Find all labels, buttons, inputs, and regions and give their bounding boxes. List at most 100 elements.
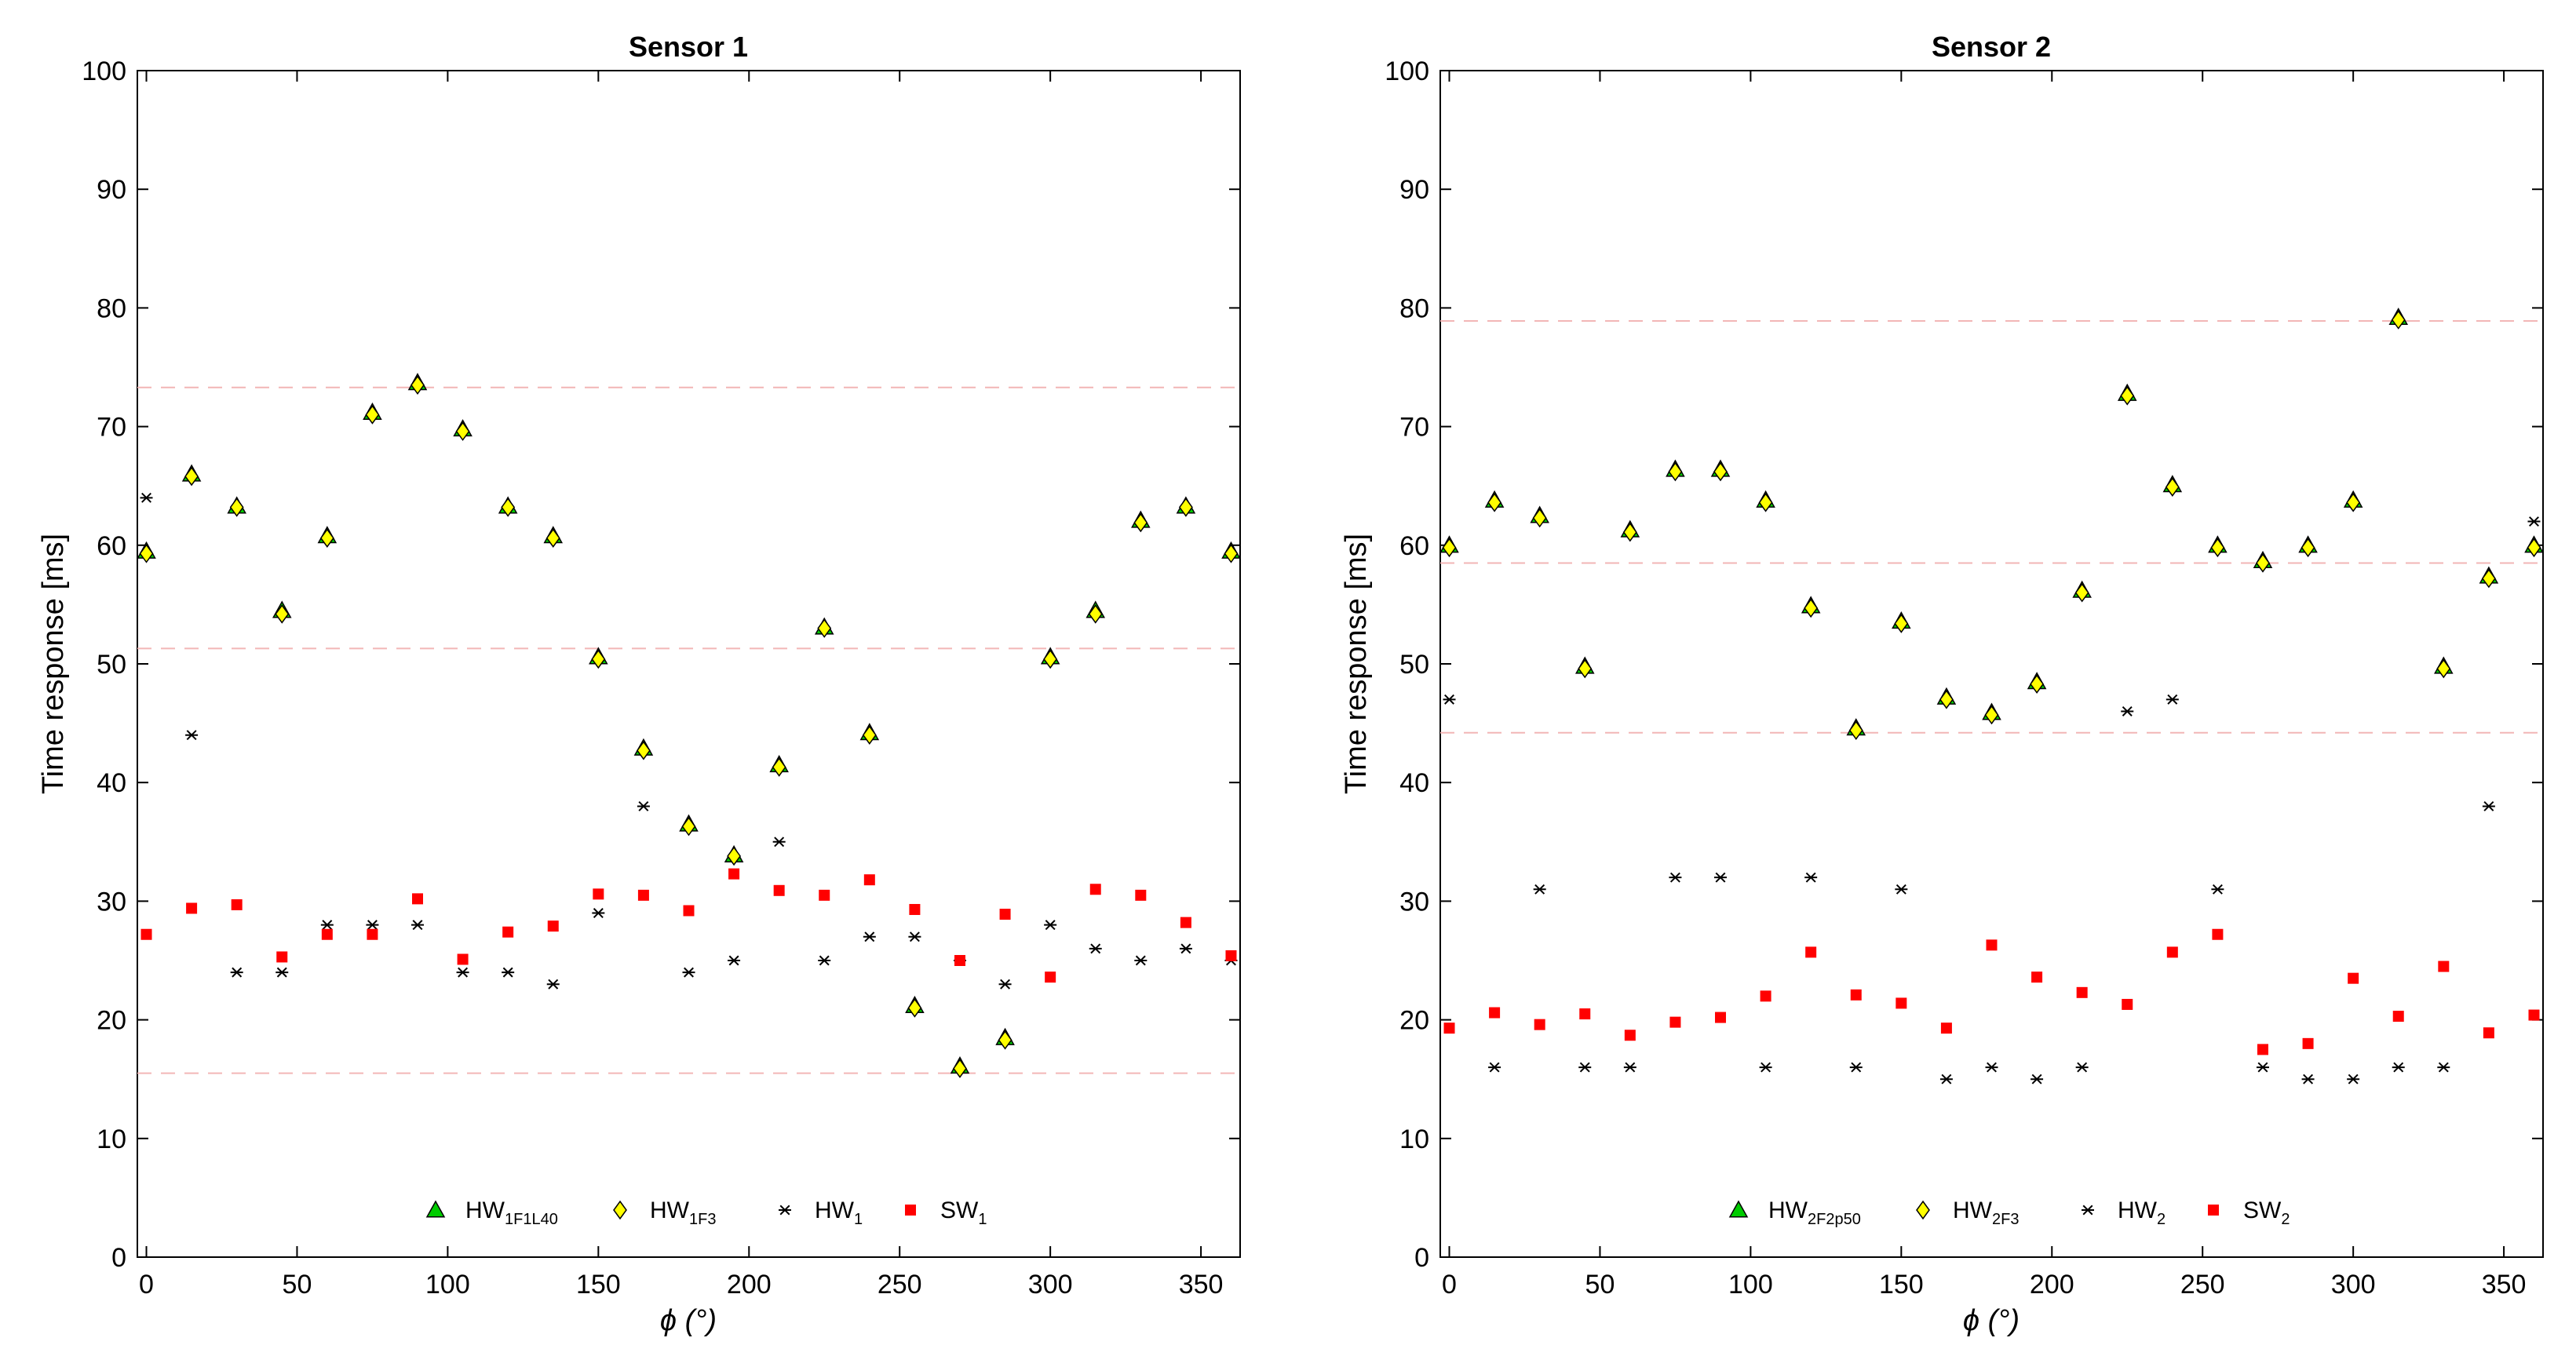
sensor-1-point-square [457, 953, 469, 965]
sensor-1-point-square [999, 909, 1011, 920]
sensor-2-x-tick-label: 150 [1879, 1270, 1924, 1300]
sensor-1-point-diamond [501, 498, 516, 517]
sensor-1-point-asterisk [140, 492, 153, 503]
sensor-2-point-square [2257, 1044, 2268, 1055]
sensor-2-point-asterisk [1623, 1062, 1636, 1073]
sensor-1-y-tick-label: 100 [82, 56, 126, 86]
sensor-2-x-tick-label: 100 [1728, 1270, 1773, 1300]
sensor-1-point-asterisk [728, 955, 741, 966]
sensor-1-y-tick-label: 70 [97, 413, 126, 443]
sensor-2-point-square [2166, 946, 2178, 958]
sensor-1-y-tick-label: 0 [111, 1243, 126, 1273]
sensor-2-point-asterisk [2527, 516, 2541, 527]
sensor-2-point-square [2528, 1009, 2540, 1021]
sensor-2-point-asterisk [1578, 1062, 1592, 1073]
sensor-1-point-diamond [862, 725, 877, 745]
sensor-2-y-tick-label: 70 [1399, 413, 1429, 443]
sensor-2-point-diamond [2301, 538, 2315, 558]
sensor-1-point-asterisk [230, 967, 243, 978]
sensor-2-point-square [2392, 1011, 2404, 1022]
sensor-2-point-asterisk [2437, 1062, 2450, 1073]
sensor-2-point-asterisk [1985, 1062, 1998, 1073]
sensor-2-xlabel: ϕ (°) [1963, 1304, 2020, 1337]
sensor-1-point-square [683, 905, 695, 917]
sensor-1-point-diamond [998, 1030, 1013, 1050]
sensor-1-point-asterisk [1089, 943, 1102, 954]
sensor-2-point-square [1715, 1012, 1727, 1023]
sensor-2-y-tick-label: 100 [1385, 56, 1429, 86]
sensor-1-y-tick-label: 10 [97, 1125, 126, 1154]
sensor-2-point-diamond [1622, 522, 1637, 542]
sensor-1-point-square [773, 884, 785, 896]
sensor-1-x-tick-label: 200 [727, 1270, 772, 1300]
sensor-1-point-diamond [410, 375, 425, 395]
sensor-2-point-asterisk [2301, 1074, 2315, 1084]
sensor-1-point-asterisk [1044, 920, 1057, 931]
sensor-1-point-asterisk [275, 967, 289, 978]
sensor-1-point-square [547, 920, 559, 932]
sensor-2-point-square [2212, 928, 2224, 940]
sensor-2-point-asterisk [2166, 694, 2179, 705]
sensor-2-point-asterisk [1443, 694, 1456, 705]
sensor-2-y-tick-label: 80 [1399, 293, 1429, 323]
sensor-2-point-square [1579, 1008, 1591, 1020]
sensor-1-point-asterisk [592, 908, 605, 918]
sensor-1-point-diamond [727, 846, 742, 866]
sensor-1-legend-marker-square [905, 1205, 916, 1216]
sensor-1-point-diamond [1133, 512, 1148, 533]
sensor-2-point-diamond [2527, 538, 2541, 558]
sensor-2-point-square [1489, 1007, 1501, 1019]
sensor-1-plot-area [137, 70, 1241, 1258]
sensor-1-point-asterisk [1179, 943, 1192, 954]
sensor-2-point-diamond [2030, 674, 2045, 694]
sensor-1-point-asterisk [772, 837, 786, 848]
sensor-1-point-asterisk [818, 955, 831, 966]
sensor-1-point-diamond [275, 604, 290, 624]
sensor-2-x-tick-label: 350 [2482, 1270, 2527, 1300]
sensor-2-point-square [2302, 1037, 2314, 1049]
sensor-1-point-square [1135, 889, 1147, 901]
sensor-2-x-tick-label: 250 [2180, 1270, 2225, 1300]
sensor-1-x-tick-label: 0 [139, 1270, 154, 1300]
sensor-2-y-tick-label: 40 [1399, 768, 1429, 798]
sensor-2-point-square [1443, 1022, 1455, 1034]
sensor-2-point-diamond [1804, 598, 1819, 618]
sensor-2-x-tick-label: 300 [2331, 1270, 2376, 1300]
sensor-2-point-square [1850, 989, 1862, 1001]
sensor-2-point-diamond [1442, 538, 1457, 558]
sensor-1-point-asterisk [998, 979, 1012, 990]
sensor-2-point-asterisk [2031, 1074, 2044, 1084]
sensor-2-point-square [1760, 990, 1771, 1002]
sensor-2-point-diamond [2391, 310, 2406, 330]
sensor-1-point-diamond [636, 741, 651, 760]
sensor-1-x-tick-label: 150 [576, 1270, 621, 1300]
sensor-1-point-square [1180, 917, 1191, 928]
sensor-1-x-tick-label: 300 [1028, 1270, 1073, 1300]
sensor-2-point-asterisk [1759, 1062, 1772, 1073]
sensor-2-point-asterisk [1849, 1062, 1863, 1073]
sensor-2-point-square [1896, 997, 1907, 1009]
sensor-1-point-diamond [953, 1059, 967, 1078]
sensor-1-point-asterisk [637, 800, 650, 811]
sensor-2-point-diamond [1487, 493, 1502, 512]
sensor-2-point-diamond [2256, 553, 2270, 573]
sensor-1-x-tick-label: 350 [1179, 1270, 1224, 1300]
sensor-2-point-asterisk [2347, 1074, 2360, 1084]
sensor-2-y-tick-label: 10 [1399, 1125, 1429, 1154]
sensor-2-y-tick-label: 60 [1399, 531, 1429, 561]
sensor-1-point-square [321, 928, 333, 940]
sensor-2-point-diamond [2165, 477, 2180, 497]
sensor-2-point-diamond [1894, 614, 1909, 633]
sensor-1-point-square [502, 926, 514, 938]
sensor-2-point-asterisk [2392, 1062, 2405, 1073]
sensor-1-point-square [863, 874, 875, 886]
sensor-2-point-square [2122, 998, 2133, 1010]
sensor-2-plot-area [1439, 70, 2544, 1258]
sensor-1-point-diamond [1178, 498, 1193, 517]
sensor-1-point-diamond [229, 498, 244, 517]
sensor-1-y-tick-label: 50 [97, 650, 126, 680]
sensor-1-point-square [1225, 950, 1237, 961]
sensor-1-point-diamond [591, 649, 606, 669]
sensor-2-point-diamond [1578, 658, 1593, 679]
